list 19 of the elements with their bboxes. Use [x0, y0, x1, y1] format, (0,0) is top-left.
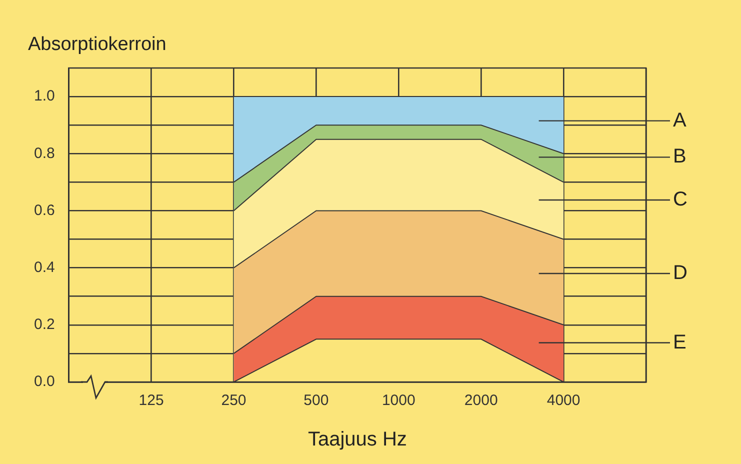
x-tick-label: 125 — [138, 392, 164, 410]
y-tick-label: 0.4 — [34, 258, 55, 276]
x-tick-label: 500 — [304, 392, 329, 410]
x-axis-title: Taajuus Hz — [308, 428, 407, 451]
y-tick-label: 0.2 — [34, 316, 55, 334]
text: B — [673, 146, 686, 168]
y-tick-label: 1.0 — [34, 88, 55, 105]
text: A — [673, 109, 687, 132]
x-tick-label: 4000 — [546, 392, 580, 410]
x-tick-label: 250 — [221, 392, 246, 410]
y-axis-title: Absorptiokerroin — [28, 34, 166, 55]
y-tick-label: 0.8 — [34, 144, 55, 162]
text: C — [673, 188, 688, 211]
y-tick-label: 0.6 — [34, 202, 55, 219]
text: E — [673, 331, 686, 354]
x-tick-label: 2000 — [464, 392, 498, 410]
text: D — [673, 262, 688, 284]
x-tick-label: 1000 — [382, 392, 416, 410]
y-tick-label: 0.0 — [34, 373, 55, 390]
